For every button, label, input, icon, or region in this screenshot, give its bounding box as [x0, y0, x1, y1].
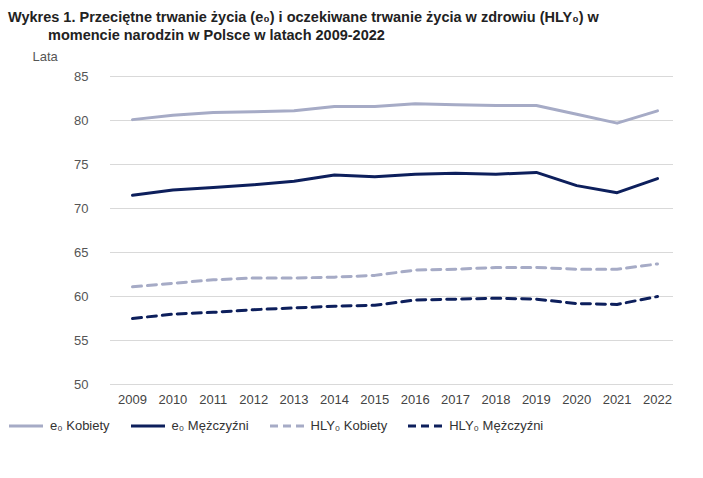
svg-text:2017: 2017: [441, 392, 470, 407]
svg-text:2015: 2015: [360, 392, 389, 407]
svg-text:2019: 2019: [522, 392, 551, 407]
html-text:Wykres 1. Przeciętne trwanie ż: Wykres 1. Przeciętne trwanie życia (e₀) …: [8, 9, 599, 43]
svg-text:50: 50: [74, 377, 88, 392]
svg-text:60: 60: [74, 289, 88, 304]
svg-text:2014: 2014: [320, 392, 349, 407]
svg-text:2018: 2018: [482, 392, 511, 407]
html-text:HLY₀ Mężczyźni: HLY₀ Mężczyźni: [449, 418, 544, 433]
html-text:HLY₀ Kobiety: HLY₀ Kobiety: [310, 418, 388, 433]
html-text:e₀ Kobiety: e₀ Kobiety: [50, 418, 110, 433]
svg-text:2022: 2022: [643, 392, 672, 407]
svg-text:2021: 2021: [603, 392, 632, 407]
html-text:e₀ Mężczyźni: e₀ Mężczyźni: [171, 418, 249, 433]
svg-text:2016: 2016: [401, 392, 430, 407]
svg-text:2011: 2011: [199, 392, 227, 407]
svg-text:2013: 2013: [280, 392, 309, 407]
svg-text:2009: 2009: [118, 392, 147, 407]
svg-text:85: 85: [74, 69, 88, 84]
svg-text:65: 65: [74, 245, 88, 260]
svg-text:75: 75: [74, 157, 88, 172]
svg-text:80: 80: [74, 113, 88, 128]
svg-text:2010: 2010: [158, 392, 187, 407]
svg-text:70: 70: [74, 201, 88, 216]
svg-text:55: 55: [74, 333, 88, 348]
svg-text:2020: 2020: [562, 392, 591, 407]
svg-text:2012: 2012: [239, 392, 268, 407]
svg-text:Lata: Lata: [33, 49, 59, 64]
